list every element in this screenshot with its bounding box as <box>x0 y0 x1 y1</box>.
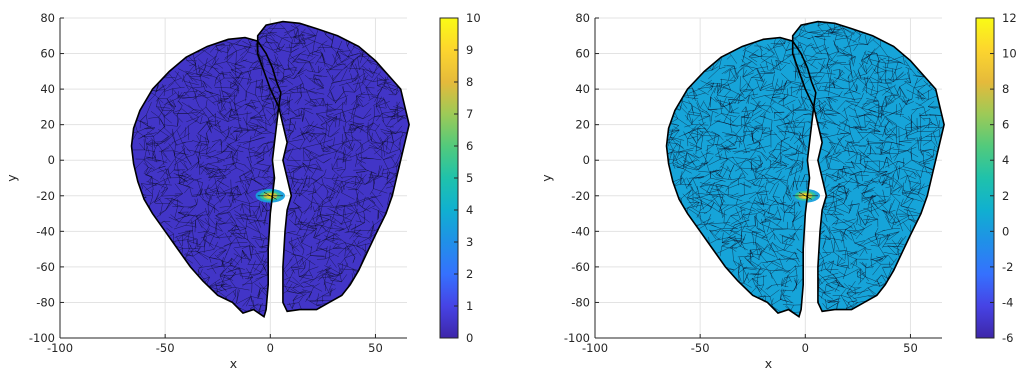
y-tick-label: -60 <box>36 260 55 274</box>
x-tick-label: 50 <box>903 341 918 355</box>
colorbar-gradient <box>975 17 995 339</box>
hemisphere-outline <box>256 20 410 313</box>
y-tick-label: -100 <box>29 331 55 345</box>
x-axis-label: x <box>230 356 237 371</box>
colorbar-tick-label: 8 <box>1002 82 1009 96</box>
colorbar-tick-label: 10 <box>466 11 481 25</box>
hemisphere-outline <box>791 20 945 313</box>
colorbar-tick-label: -6 <box>1002 331 1013 345</box>
y-tick-label: -20 <box>36 189 55 203</box>
y-tick-label: -20 <box>571 189 590 203</box>
x-tick-label: -100 <box>582 341 608 355</box>
colorbar-tick-label: 3 <box>466 235 473 249</box>
y-tick-label: 40 <box>40 82 55 96</box>
colorbar-tick-label: 6 <box>466 139 473 153</box>
x-tick-label: -100 <box>47 341 73 355</box>
right-hemisphere <box>792 21 945 312</box>
colorbar-tick-label: 4 <box>1002 153 1009 167</box>
colorbar-tick-label: 9 <box>466 43 473 57</box>
y-tick-label: 0 <box>583 153 590 167</box>
x-tick-label: -50 <box>691 341 710 355</box>
y-tick-label: 40 <box>575 82 590 96</box>
colorbar-tick-label: -4 <box>1002 295 1013 309</box>
chart-2: -100 -50 0 50-100-80-60-40-20020406080xy-6-… <box>539 11 1017 371</box>
y-tick-label: 20 <box>40 118 55 132</box>
y-tick-label: -80 <box>36 295 55 309</box>
y-tick-label: 0 <box>48 153 55 167</box>
colorbar-tick-label: 2 <box>466 267 473 281</box>
y-tick-label: -100 <box>564 331 590 345</box>
hemisphere-outline <box>130 36 282 318</box>
y-axis-label: y <box>539 174 554 182</box>
colorbar-tick-label: 4 <box>466 203 473 217</box>
hotspot <box>255 188 286 203</box>
colorbar-tick-label: 0 <box>1002 224 1009 238</box>
hotspot-mesh <box>257 191 283 200</box>
x-tick-label: 50 <box>368 341 383 355</box>
colorbar-tick-label: 5 <box>466 171 473 185</box>
colorbar-tick-label: 0 <box>466 331 473 345</box>
y-tick-label: -60 <box>571 260 590 274</box>
y-tick-label: 80 <box>40 11 55 25</box>
colorbar-tick-label: 8 <box>466 75 473 89</box>
x-tick-label: -50 <box>156 341 175 355</box>
x-tick-label: 0 <box>267 341 274 355</box>
hotspot-mesh <box>792 191 818 200</box>
y-tick-label: 20 <box>575 118 590 132</box>
colorbar-tick-label: 12 <box>1002 11 1017 25</box>
left-hemisphere <box>131 37 281 317</box>
brain-surface <box>666 21 945 317</box>
colorbar-tick-label: 7 <box>466 107 473 121</box>
y-tick-label: 80 <box>575 11 590 25</box>
colorbar-tick-label: 6 <box>1002 118 1009 132</box>
hotspot <box>790 188 821 203</box>
y-axis-label: y <box>4 174 19 182</box>
chart-1: -100 -50 0 50 -100 -80 -60 -40 -20 0 20 40 60 80 x y 0 1 2… <box>4 11 481 371</box>
y-tick-label: -40 <box>571 224 590 238</box>
y-tick-label: -80 <box>571 295 590 309</box>
y-tick-label: -40 <box>36 224 55 238</box>
x-tick-label: 0 <box>802 341 809 355</box>
y-tick-label: 60 <box>575 47 590 61</box>
colorbar-tick-label: -2 <box>1002 260 1013 274</box>
colorbar: 0 1 2 3 4 5 6 7 8 9 10 <box>439 11 481 345</box>
y-tick-label: 60 <box>40 47 55 61</box>
x-axis-label: x <box>765 356 772 371</box>
colorbar-tick-label: 2 <box>1002 189 1009 203</box>
colorbar-tick-label: 10 <box>1002 47 1017 61</box>
brain-surface <box>131 21 410 317</box>
colorbar: -6 -4 -2 0 2 4 6 8 10 12 <box>975 11 1017 345</box>
hemisphere-outline <box>665 36 817 318</box>
colorbar-tick-label: 1 <box>466 299 473 313</box>
